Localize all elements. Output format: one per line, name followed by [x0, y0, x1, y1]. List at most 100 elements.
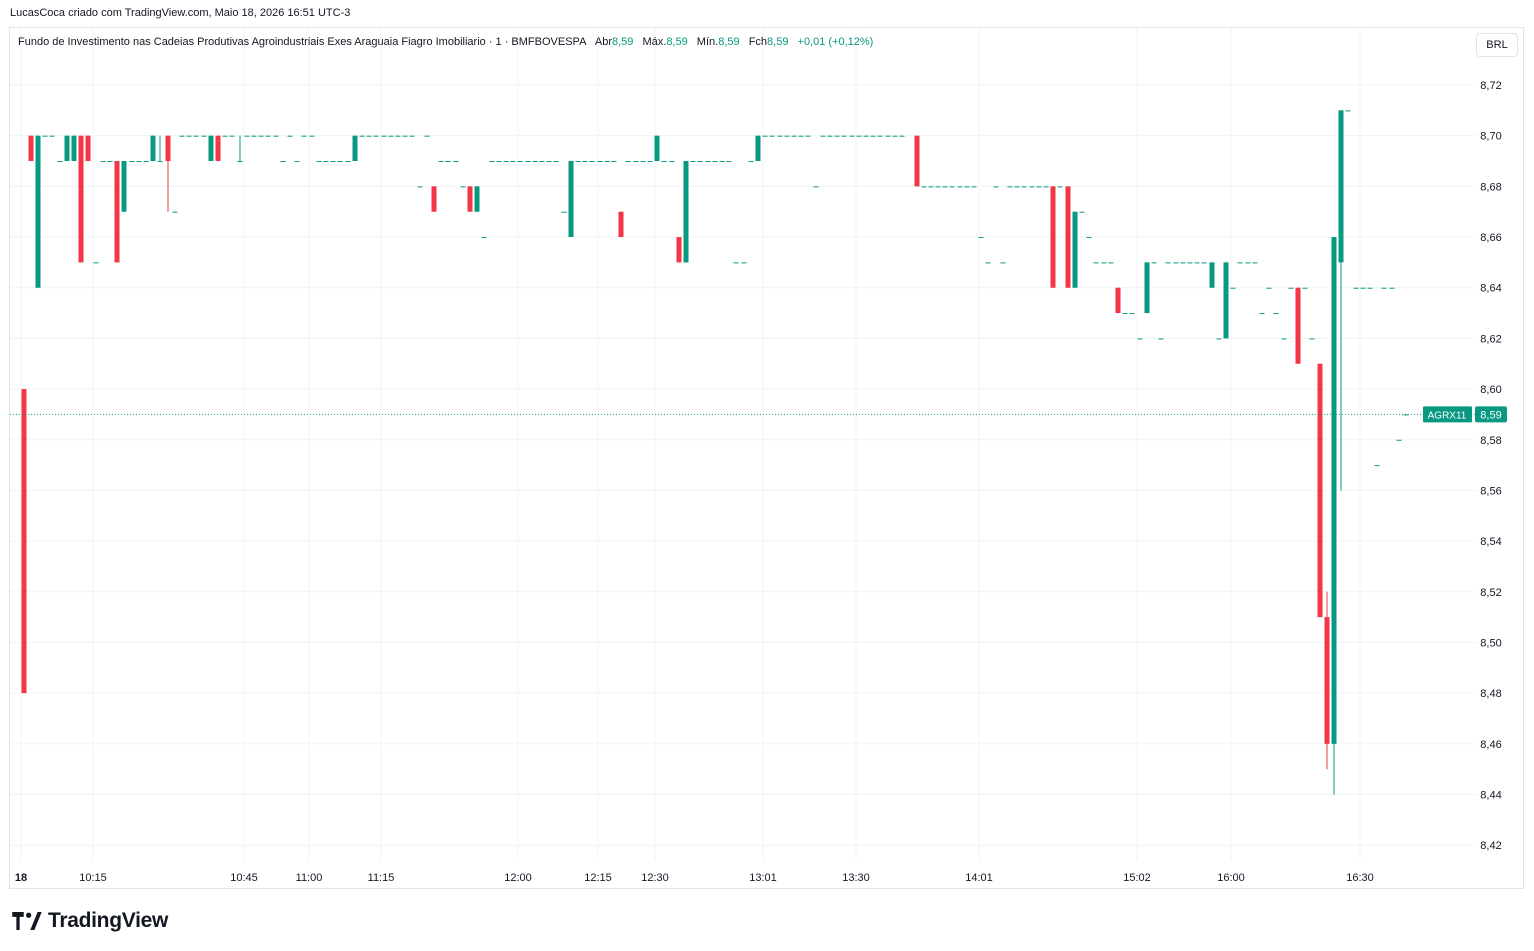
- candle: [1338, 110, 1344, 491]
- candle: [453, 161, 459, 163]
- candle-body: [1079, 211, 1085, 213]
- candle: [273, 135, 279, 137]
- candle-body: [179, 135, 185, 137]
- candle: [1353, 287, 1359, 289]
- y-tick-label: 8,52: [1480, 587, 1501, 599]
- candle: [129, 161, 135, 163]
- candle-body: [733, 262, 739, 264]
- y-tick-label: 8,72: [1480, 80, 1501, 92]
- candle-body: [186, 135, 192, 137]
- candle-body: [633, 161, 639, 163]
- candle: [1129, 313, 1135, 315]
- candle-body: [1086, 237, 1092, 239]
- candle-body: [1000, 262, 1006, 264]
- candle: [323, 161, 329, 163]
- candle-body: [107, 161, 113, 163]
- candle: [1057, 186, 1063, 188]
- y-tick-label: 8,46: [1480, 739, 1501, 751]
- x-tick-label: 10:45: [230, 872, 258, 884]
- candle: [388, 135, 394, 137]
- x-tick-label: 13:30: [842, 872, 870, 884]
- candle-body: [1230, 287, 1236, 289]
- candle-body: [712, 161, 718, 163]
- candle: [1144, 262, 1150, 314]
- time-axis[interactable]: 18 10:15 10:45 11:00 11:15 12:00 12:15 12:30 13:…: [15, 872, 1374, 884]
- candle-body: [1223, 262, 1229, 339]
- candle: [755, 135, 761, 162]
- candle-body: [330, 161, 336, 163]
- price-axis[interactable]: 8,42 8,44 8,46 8,48 8,50 8,52 8,54 8,56 8,58 8,60…: [1480, 80, 1501, 852]
- candle-body: [136, 161, 142, 163]
- candle: [539, 161, 545, 163]
- candle: [1029, 186, 1035, 188]
- candle: [834, 135, 840, 137]
- candle: [186, 135, 192, 137]
- candle: [791, 135, 797, 137]
- candle: [489, 161, 495, 163]
- candle: [561, 211, 567, 213]
- candle: [805, 135, 811, 137]
- candle-body: [1072, 211, 1078, 288]
- candle: [107, 161, 113, 163]
- close-value: 8,59: [767, 36, 789, 48]
- candle-body: [280, 161, 286, 163]
- candle: [301, 135, 307, 137]
- tradingview-logo[interactable]: TradingView: [12, 907, 168, 935]
- y-tick-label: 8,66: [1480, 232, 1501, 244]
- candle: [914, 135, 920, 187]
- candle: [957, 186, 963, 188]
- candle: [863, 135, 869, 137]
- candle: [345, 161, 351, 163]
- candle-body: [157, 161, 163, 163]
- candle: [258, 135, 264, 137]
- last-price-tag: AGRX11 8,59: [1423, 406, 1507, 423]
- candle-body: [474, 186, 480, 212]
- candle-body: [395, 135, 401, 137]
- candle: [474, 186, 480, 212]
- candle: [1266, 287, 1272, 289]
- candle: [1331, 237, 1337, 795]
- candle-body: [1093, 262, 1099, 264]
- candle-body: [575, 161, 581, 163]
- candle: [820, 135, 826, 137]
- candle: [294, 161, 300, 163]
- candle-body: [1345, 110, 1351, 112]
- candle-body: [323, 161, 329, 163]
- candle-body: [1281, 338, 1287, 340]
- candle-body: [1158, 338, 1164, 340]
- candle: [841, 135, 847, 137]
- candle: [1345, 110, 1351, 112]
- candle-body: [1367, 287, 1373, 289]
- candle: [1389, 287, 1395, 289]
- x-tick-label: 12:15: [584, 872, 612, 884]
- candle-body: [568, 161, 574, 238]
- candle: [654, 135, 660, 162]
- candle: [935, 186, 941, 188]
- candle: [287, 135, 293, 137]
- candle-body: [971, 186, 977, 188]
- candle: [136, 161, 142, 163]
- candle: [1036, 186, 1042, 188]
- candle: [467, 186, 473, 212]
- x-tick-label: 14:01: [965, 872, 993, 884]
- y-tick-label: 8,54: [1480, 536, 1501, 548]
- candle-body: [1389, 287, 1395, 289]
- candle-body: [438, 161, 444, 163]
- candle-body: [1259, 313, 1265, 315]
- candle-body: [914, 135, 920, 187]
- candle: [1360, 287, 1366, 289]
- candle-body: [985, 262, 991, 264]
- candle-body: [777, 135, 783, 137]
- candle-body: [841, 135, 847, 137]
- candle: [870, 135, 876, 137]
- candle: [1317, 363, 1323, 618]
- candle: [150, 135, 156, 162]
- candle-body: [899, 135, 905, 137]
- candle-body: [928, 186, 934, 188]
- currency-selector[interactable]: BRL: [1476, 33, 1518, 57]
- candle: [597, 161, 603, 163]
- candle: [1309, 338, 1315, 340]
- candle: [949, 186, 955, 188]
- close-label: Fch: [748, 36, 768, 48]
